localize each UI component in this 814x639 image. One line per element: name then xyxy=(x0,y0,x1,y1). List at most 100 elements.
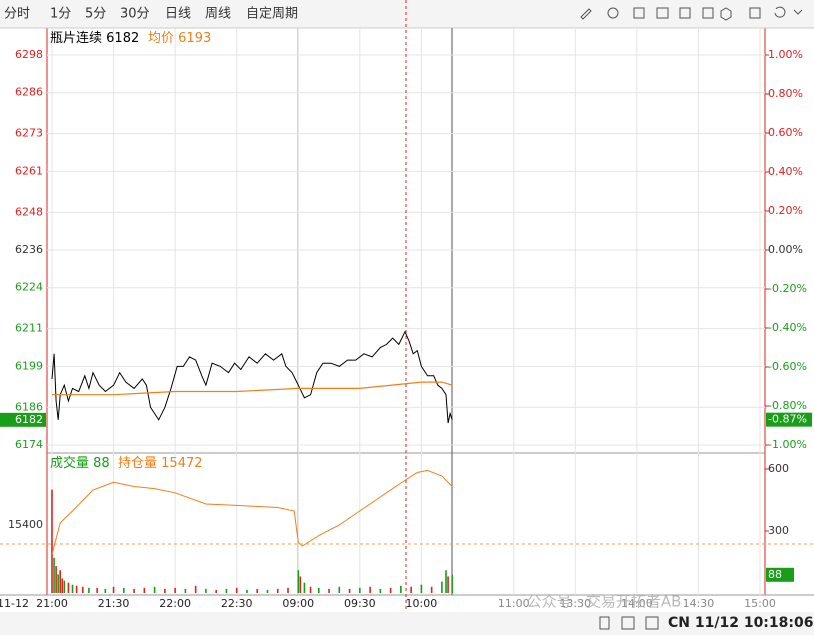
volume-bar xyxy=(133,588,135,593)
y2-tick-label: 300 xyxy=(768,524,789,537)
volume-bar xyxy=(174,587,176,593)
volume-bar xyxy=(420,584,423,593)
date-label: 11-12 xyxy=(0,597,29,610)
y-tick-label: 6248 xyxy=(15,205,43,218)
x-tick-label: 11:00 xyxy=(498,597,530,610)
y2-tick-label: -0.40% xyxy=(768,321,807,334)
volume-bar xyxy=(71,584,74,593)
series-last: 6182 xyxy=(106,31,139,46)
volume-bar xyxy=(225,588,228,593)
volume-bar xyxy=(104,588,107,593)
marks: 6298 6286 6273 6261 6248 6236 6224 6211 6199 6186… xyxy=(0,28,812,610)
x-tick-label: 14:30 xyxy=(683,597,715,610)
x-tick-label: 13:30 xyxy=(559,597,591,610)
last-change-box xyxy=(766,412,812,427)
volume-bar xyxy=(63,580,66,593)
y-tick-label: 6261 xyxy=(15,164,43,177)
y-tick-label: 15400 xyxy=(8,518,43,531)
toolbar-tab[interactable]: 30分 xyxy=(120,7,150,22)
volume-bar xyxy=(276,588,279,593)
x-tick-label: 21:30 xyxy=(98,597,130,610)
volume-bar xyxy=(328,588,330,593)
volume-bar xyxy=(400,585,402,593)
volume-bar xyxy=(184,588,187,593)
watermark: 公众号 · 交易开拓者AB xyxy=(527,593,682,611)
y-tick-label: 6273 xyxy=(15,127,43,140)
toolbar-icons xyxy=(580,6,803,21)
series-header: 瓶片连续 6182 xyxy=(50,30,139,46)
volume-bar xyxy=(112,586,115,593)
volume-bar xyxy=(153,586,156,593)
y2-tick-label: 0.20% xyxy=(768,204,803,217)
y-tick-label: 6186 xyxy=(15,400,43,413)
y2-tick-label: 0.00% xyxy=(768,243,803,256)
volume-bar xyxy=(430,586,433,593)
toolbar-tab[interactable]: 5分 xyxy=(85,7,106,22)
y2-tick-label: 600 xyxy=(768,462,789,475)
status-text: CN 11/12 10:18:06 xyxy=(668,615,813,631)
series-last: 88 xyxy=(93,456,110,471)
volume-bar xyxy=(309,586,312,593)
y2-tick-label: 0.40% xyxy=(768,165,803,178)
series-header: 持仓量 15472 xyxy=(118,456,203,471)
toolbar-tab[interactable]: 日线 xyxy=(165,7,191,22)
x-tick-label: 15:00 xyxy=(744,597,776,610)
y2-tick-label: 1.00% xyxy=(768,48,803,61)
last-change-label: -0.87% xyxy=(768,413,807,426)
status-icons xyxy=(599,616,659,630)
x-tick-label: 09:30 xyxy=(344,597,376,610)
series-name: 均价 xyxy=(148,31,174,46)
toolbar-tab[interactable]: 周线 xyxy=(205,7,231,22)
series-header: 均价 6193 xyxy=(148,31,211,46)
volume-bar xyxy=(143,587,146,593)
clock: 11/12 10:18:06 xyxy=(695,615,814,631)
volume-bar xyxy=(51,489,53,593)
y-tick-label: 6174 xyxy=(15,438,43,451)
y-tick-label: 6211 xyxy=(15,322,43,335)
series-name: 瓶片连续 xyxy=(50,30,102,46)
volume-bar xyxy=(81,586,84,593)
volume-bar xyxy=(59,570,62,593)
price-line xyxy=(51,330,453,424)
market: CN xyxy=(668,615,690,631)
volume-bar xyxy=(55,566,57,593)
toolbar-tab[interactable]: 1分 xyxy=(50,7,71,22)
volume-bar xyxy=(338,586,341,593)
volume-bar xyxy=(317,587,320,593)
volume-bar xyxy=(256,588,259,593)
y-tick-label: 6298 xyxy=(15,48,43,61)
toolbar-tab[interactable]: 分时 xyxy=(4,7,30,22)
x-tick-label: 22:00 xyxy=(159,597,191,610)
volume-bar xyxy=(348,588,351,593)
price-line xyxy=(52,381,453,396)
volume-bar xyxy=(299,576,302,593)
series-last: 15472 xyxy=(161,456,202,471)
volume-bar xyxy=(266,589,269,593)
volume-bar xyxy=(205,588,207,593)
volume-bar xyxy=(75,585,78,593)
volume-bar xyxy=(359,587,361,593)
volume-bar xyxy=(215,589,217,593)
volume-bar xyxy=(96,587,98,593)
last-price-label: 6182 xyxy=(15,413,43,426)
x-tick-label: 21:00 xyxy=(36,597,68,610)
last-volume-box xyxy=(766,567,794,582)
y2-tick-label: -0.20% xyxy=(768,282,807,295)
volume-bar xyxy=(410,586,412,593)
volume-bar xyxy=(67,582,70,593)
x-tick-label: 22:30 xyxy=(221,597,253,610)
y-tick-label: 6286 xyxy=(15,86,43,99)
volume-bar xyxy=(369,586,371,593)
x-tick-label: 14:00 xyxy=(621,597,653,610)
volume-bar xyxy=(53,557,55,593)
volume-bar xyxy=(164,588,166,593)
y2-tick-label: -0.60% xyxy=(768,360,807,373)
volume-bar xyxy=(287,587,289,593)
volume-bar xyxy=(57,574,59,593)
volume-bar xyxy=(61,578,64,593)
toolbar-tab[interactable]: 自定周期 xyxy=(246,7,298,22)
y2-tick-label: 0.60% xyxy=(768,126,803,139)
volume-bar xyxy=(123,587,125,593)
status-bar xyxy=(0,612,814,635)
